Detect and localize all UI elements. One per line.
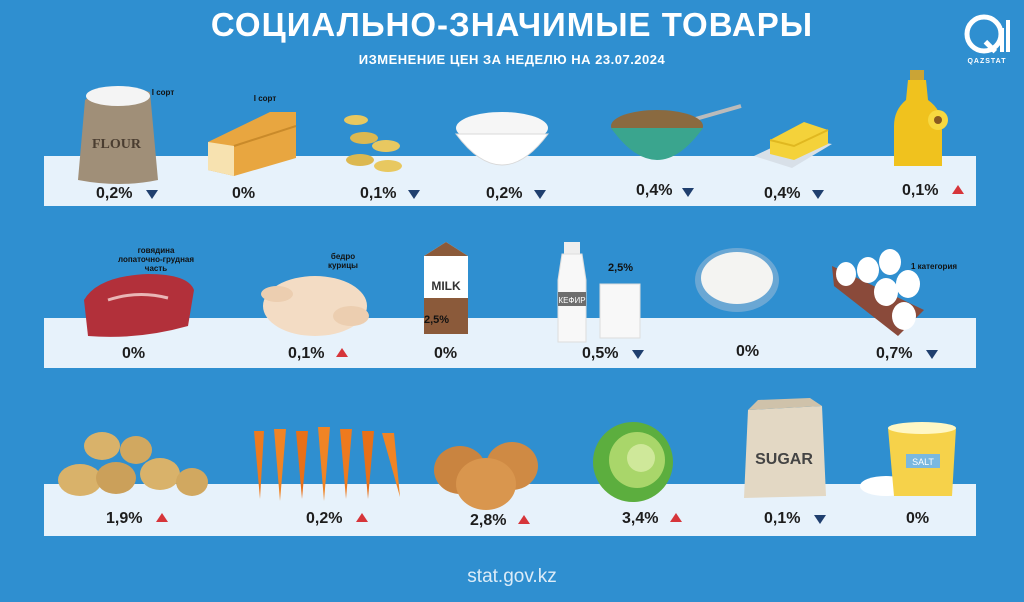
page-title: СОЦИАЛЬНО-ЗНАЧИМЫЕ ТОВАРЫ — [210, 6, 814, 43]
item-pasta — [340, 110, 460, 240]
eggs-icon — [832, 249, 924, 336]
milk-change: 0% — [434, 345, 458, 362]
item-milk: MILK 2,5% — [418, 238, 538, 368]
logo-text: QAZSTAT — [967, 58, 1007, 65]
item-sugar: SUGAR — [738, 396, 858, 526]
item-beef: говядина лопаточно-грудная часть — [78, 240, 198, 370]
rice-down-arrow-icon — [534, 190, 546, 199]
carrot-icon — [254, 427, 400, 501]
chicken-change: 0,1% — [288, 345, 325, 362]
buckwheat-bowl-icon — [611, 104, 742, 160]
item-cottage — [692, 240, 812, 370]
pasta-icon — [344, 115, 402, 172]
potato-icon — [58, 432, 208, 496]
sugar-bag-icon: SUGAR — [744, 398, 826, 498]
kefir-fat-label: 2,5% — [608, 262, 634, 274]
svg-text:FLOUR: FLOUR — [92, 137, 142, 152]
chicken-icon — [261, 276, 369, 336]
cottage-cheese-icon — [695, 248, 779, 312]
eggs-change: 0,7% — [876, 345, 913, 362]
item-salt: SALT — [858, 420, 978, 550]
item-bread: I сорт — [200, 90, 320, 220]
buckwheat-down-arrow-icon — [682, 188, 694, 197]
flour-sack-icon: FLOUR — [78, 86, 158, 184]
kefir-bottle-icon: КЕФИР — [557, 242, 641, 343]
rice-change: 0,2% — [486, 185, 523, 202]
item-flour: FLOUR I сорт — [70, 80, 190, 210]
cottage-change: 0% — [736, 343, 760, 360]
pasta-change: 0,1% — [360, 185, 397, 202]
chicken-cut-note: бедро курицы — [328, 252, 358, 270]
bread-grade-note: I сорт — [253, 94, 277, 103]
butter-change: 0,4% — [764, 185, 801, 202]
svg-text:КЕФИР: КЕФИР — [558, 296, 585, 305]
kefir-down-arrow-icon — [632, 350, 644, 359]
onion-up-arrow-icon — [518, 515, 530, 524]
sugar-down-arrow-icon — [814, 515, 826, 524]
page-subtitle: ИЗМЕНЕНИЕ ЦЕН ЗА НЕДЕЛЮ НА 23.07.2024 — [358, 52, 666, 67]
oil-up-arrow-icon — [952, 185, 964, 194]
oil-change: 0,1% — [902, 182, 939, 199]
carrot-change: 0,2% — [306, 510, 343, 527]
kefir-change: 0,5% — [582, 345, 619, 362]
sugar-change: 0,1% — [764, 510, 801, 527]
item-eggs: 1 категория — [828, 240, 957, 370]
item-carrot — [248, 425, 400, 555]
item-chicken: бедро курицы — [255, 250, 375, 380]
cabbage-up-arrow-icon — [670, 513, 682, 522]
item-oil — [890, 70, 1010, 200]
footer-url[interactable]: stat.gov.kz — [467, 566, 557, 587]
oil-bottle-icon — [894, 70, 948, 166]
item-onion — [430, 436, 550, 566]
beef-cut-note: говядина лопаточно-грудная часть — [117, 246, 195, 273]
eggs-category-note: 1 категория — [910, 262, 958, 271]
item-potato — [56, 430, 208, 560]
buckwheat-change: 0,4% — [636, 182, 673, 199]
milk-fat-label: 2,5% — [424, 314, 450, 326]
salt-cup-icon: SALT — [860, 422, 956, 496]
item-butter — [752, 108, 872, 238]
bread-icon — [208, 112, 297, 176]
onion-icon — [434, 442, 538, 510]
item-buckwheat — [605, 100, 742, 230]
butter-down-arrow-icon — [812, 190, 824, 199]
svg-text:SUGAR: SUGAR — [755, 451, 813, 468]
svg-text:MILK: MILK — [431, 279, 461, 293]
flour-grade-note: I сорт — [151, 88, 175, 97]
salt-change: 0% — [906, 510, 930, 527]
milk-carton-icon: MILK — [424, 242, 468, 334]
qazstat-logo-icon — [964, 14, 1010, 54]
onion-change: 2,8% — [470, 512, 507, 529]
flour-change: 0,2% — [96, 185, 133, 202]
shelf-row-2 — [44, 318, 976, 368]
item-kefir: КЕФИР 2,5% — [550, 240, 670, 370]
pasta-down-arrow-icon — [408, 190, 420, 199]
beef-icon — [84, 274, 194, 337]
eggs-down-arrow-icon — [926, 350, 938, 359]
item-cabbage — [585, 420, 705, 550]
potato-up-arrow-icon — [156, 513, 168, 522]
carrot-up-arrow-icon — [356, 513, 368, 522]
beef-change: 0% — [122, 345, 146, 362]
potato-change: 1,9% — [106, 510, 143, 527]
butter-icon — [754, 122, 832, 168]
cabbage-change: 3,4% — [622, 510, 659, 527]
bread-change: 0% — [232, 185, 256, 202]
item-rice — [450, 100, 570, 230]
chicken-up-arrow-icon — [336, 348, 348, 357]
flour-down-arrow-icon — [146, 190, 158, 199]
svg-text:SALT: SALT — [912, 457, 934, 467]
cabbage-icon — [593, 422, 673, 502]
rice-bowl-icon — [455, 112, 549, 166]
